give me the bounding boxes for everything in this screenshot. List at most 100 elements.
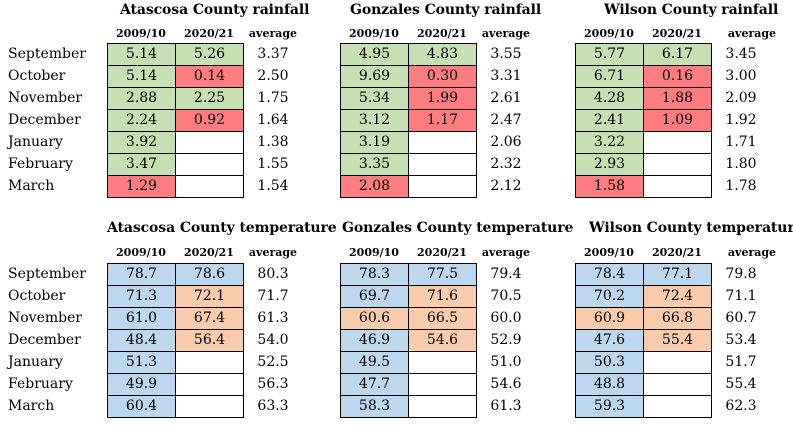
cell-2020 xyxy=(175,131,244,153)
column-header-2020: 2020/21 xyxy=(184,27,234,40)
cell-2009: 2.88 xyxy=(107,87,175,109)
cell-2020: 67.4 xyxy=(175,307,244,329)
cell-2020: 1.88 xyxy=(643,87,712,109)
cell-2020 xyxy=(408,131,477,153)
cell-2009: 3.92 xyxy=(107,131,175,153)
cell-2009: 60.6 xyxy=(340,307,408,329)
cell-average: 2.32 xyxy=(490,156,522,172)
cell-2020 xyxy=(643,153,712,175)
cell-average: 2.12 xyxy=(490,178,522,194)
row-label-september: September xyxy=(8,46,86,62)
cell-average: 80.3 xyxy=(257,266,289,282)
cell-2009: 3.22 xyxy=(575,131,643,153)
cell-2020 xyxy=(175,395,244,418)
row-label-february: February xyxy=(8,156,73,172)
column-header-2020: 2020/21 xyxy=(652,246,702,259)
cell-average: 1.75 xyxy=(257,90,289,106)
cell-2009: 78.4 xyxy=(575,263,643,285)
cell-average: 54.0 xyxy=(257,332,289,348)
table-title: Atascosa County temperature xyxy=(107,220,337,236)
cell-2020: 2.25 xyxy=(175,87,244,109)
cell-2009: 2.08 xyxy=(340,175,408,198)
column-header-average: average xyxy=(248,27,298,40)
cell-2009: 2.24 xyxy=(107,109,175,131)
column-header-2009: 2009/10 xyxy=(584,27,634,40)
cell-2020: 66.8 xyxy=(643,307,712,329)
cell-average: 56.3 xyxy=(257,376,289,392)
cell-2020 xyxy=(408,153,477,175)
cell-2009: 48.8 xyxy=(575,373,643,395)
cell-2009: 71.3 xyxy=(107,285,175,307)
cell-2020: 56.4 xyxy=(175,329,244,351)
row-label-october: October xyxy=(8,288,66,304)
column-header-2009: 2009/10 xyxy=(116,246,166,259)
row-label-december: December xyxy=(8,332,81,348)
column-header-average: average xyxy=(727,246,777,259)
cell-2020: 0.30 xyxy=(408,65,477,87)
cell-average: 63.3 xyxy=(257,398,289,414)
cell-average: 61.3 xyxy=(490,398,522,414)
column-header-2020: 2020/21 xyxy=(652,27,702,40)
cell-average: 3.31 xyxy=(490,68,522,84)
row-label-february: February xyxy=(8,376,73,392)
column-header-2009: 2009/10 xyxy=(116,27,166,40)
cell-average: 52.5 xyxy=(257,354,289,370)
cell-2020: 77.5 xyxy=(408,263,477,285)
cell-2009: 3.47 xyxy=(107,153,175,175)
cell-2020 xyxy=(643,175,712,198)
cell-average: 1.54 xyxy=(257,178,289,194)
cell-average: 3.00 xyxy=(725,68,757,84)
cell-average: 1.80 xyxy=(725,156,757,172)
cell-2020: 77.1 xyxy=(643,263,712,285)
cell-average: 62.3 xyxy=(725,398,757,414)
cell-average: 1.55 xyxy=(257,156,289,172)
row-label-november: November xyxy=(8,310,83,326)
cell-average: 71.1 xyxy=(725,288,757,304)
column-header-average: average xyxy=(481,246,531,259)
cell-2020 xyxy=(175,373,244,395)
cell-2009: 1.58 xyxy=(575,175,643,198)
cell-2020 xyxy=(408,395,477,418)
column-header-2020: 2020/21 xyxy=(417,246,467,259)
cell-2020: 72.1 xyxy=(175,285,244,307)
row-label-october: October xyxy=(8,68,66,84)
column-header-2009: 2009/10 xyxy=(349,246,399,259)
cell-2009: 49.9 xyxy=(107,373,175,395)
cell-average: 53.4 xyxy=(725,332,757,348)
cell-average: 1.71 xyxy=(725,134,757,150)
cell-average: 60.7 xyxy=(725,310,757,326)
cell-2009: 69.7 xyxy=(340,285,408,307)
cell-2009: 51.3 xyxy=(107,351,175,373)
table-title: Wilson County temperature xyxy=(589,220,793,236)
cell-2020: 54.6 xyxy=(408,329,477,351)
cell-2020 xyxy=(643,351,712,373)
cell-2020 xyxy=(408,175,477,198)
cell-2009: 5.34 xyxy=(340,87,408,109)
cell-average: 2.06 xyxy=(490,134,522,150)
table-title: Wilson County rainfall xyxy=(604,2,779,18)
cell-average: 54.6 xyxy=(490,376,522,392)
cell-2009: 5.14 xyxy=(107,65,175,87)
cell-2020: 1.99 xyxy=(408,87,477,109)
cell-2020: 1.17 xyxy=(408,109,477,131)
cell-average: 71.7 xyxy=(257,288,289,304)
cell-average: 1.92 xyxy=(725,112,757,128)
table-title: Gonzales County rainfall xyxy=(350,2,542,18)
cell-2009: 9.69 xyxy=(340,65,408,87)
cell-average: 2.09 xyxy=(725,90,757,106)
row-label-december: December xyxy=(8,112,81,128)
cell-2009: 47.7 xyxy=(340,373,408,395)
cell-average: 2.47 xyxy=(490,112,522,128)
column-header-2009: 2009/10 xyxy=(349,27,399,40)
row-label-january: January xyxy=(8,354,63,370)
cell-average: 2.50 xyxy=(257,68,289,84)
cell-2009: 47.6 xyxy=(575,329,643,351)
cell-2020 xyxy=(175,351,244,373)
cell-average: 1.78 xyxy=(725,178,757,194)
cell-2009: 78.3 xyxy=(340,263,408,285)
cell-average: 2.61 xyxy=(490,90,522,106)
cell-2020 xyxy=(643,395,712,418)
cell-2009: 46.9 xyxy=(340,329,408,351)
cell-2020 xyxy=(408,351,477,373)
cell-2020: 5.26 xyxy=(175,43,244,65)
